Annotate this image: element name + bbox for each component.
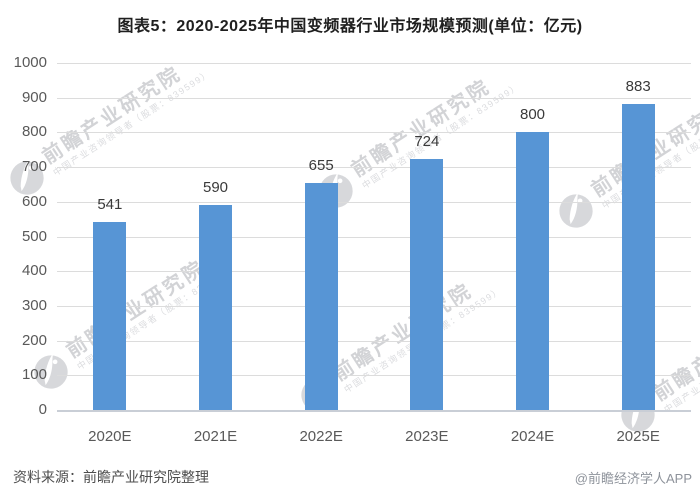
bar-2025E (621, 103, 655, 410)
y-tick-label: 300 (21, 296, 47, 314)
x-tick-label-2020E: 2020E (88, 428, 132, 445)
chart-title: 图表5：2020-2025年中国变频器行业市场规模预测(单位：亿元) (117, 18, 583, 35)
gridline (57, 340, 691, 342)
plot-area: 541 590 655 724 800 883 (57, 63, 691, 412)
bar-2022E (304, 182, 338, 410)
y-tick-label: 800 (21, 123, 47, 141)
y-tick-label: 400 (21, 262, 47, 280)
gridline (57, 63, 691, 64)
y-tick-label: 600 (21, 192, 47, 210)
y-tick-label: 900 (21, 88, 47, 106)
gridline (57, 271, 691, 273)
gridline (57, 236, 691, 238)
value-label-2022E: 655 (308, 156, 334, 174)
y-tick-label: 200 (21, 331, 47, 349)
value-label-2024E: 800 (519, 106, 546, 124)
y-tick-label: 100 (21, 366, 47, 384)
x-tick-label-2022E: 2022E (299, 428, 343, 445)
bar-2023E (410, 158, 444, 410)
value-label-2023E: 724 (414, 132, 440, 150)
x-tick-label-2023E: 2023E (405, 428, 449, 445)
gridline (57, 167, 691, 169)
value-label-2025E: 883 (625, 77, 651, 95)
y-tick-label: 500 (21, 227, 47, 245)
x-axis-line (57, 410, 691, 412)
source-note: 资料来源：前瞻产业研究院整理 (13, 469, 209, 485)
gridline (57, 305, 691, 307)
x-tick-label-2024E: 2024E (510, 428, 555, 445)
y-tick-label: 1000 (13, 54, 47, 71)
bar-2024E (516, 132, 549, 410)
value-label-2021E: 590 (202, 179, 229, 197)
bar-2020E (93, 222, 127, 410)
brand-note: @前瞻经济学人APP (574, 471, 692, 486)
value-label-2020E: 541 (97, 196, 123, 214)
y-tick-label: 700 (21, 158, 47, 176)
gridline (57, 97, 691, 99)
x-tick-label-2021E: 2021E (193, 428, 238, 445)
y-tick-label: 0 (38, 401, 47, 418)
bar-2021E (199, 205, 232, 410)
gridline (57, 132, 691, 134)
gridline (57, 201, 691, 203)
x-tick-label-2025E: 2025E (616, 428, 660, 445)
gridline (57, 375, 691, 377)
